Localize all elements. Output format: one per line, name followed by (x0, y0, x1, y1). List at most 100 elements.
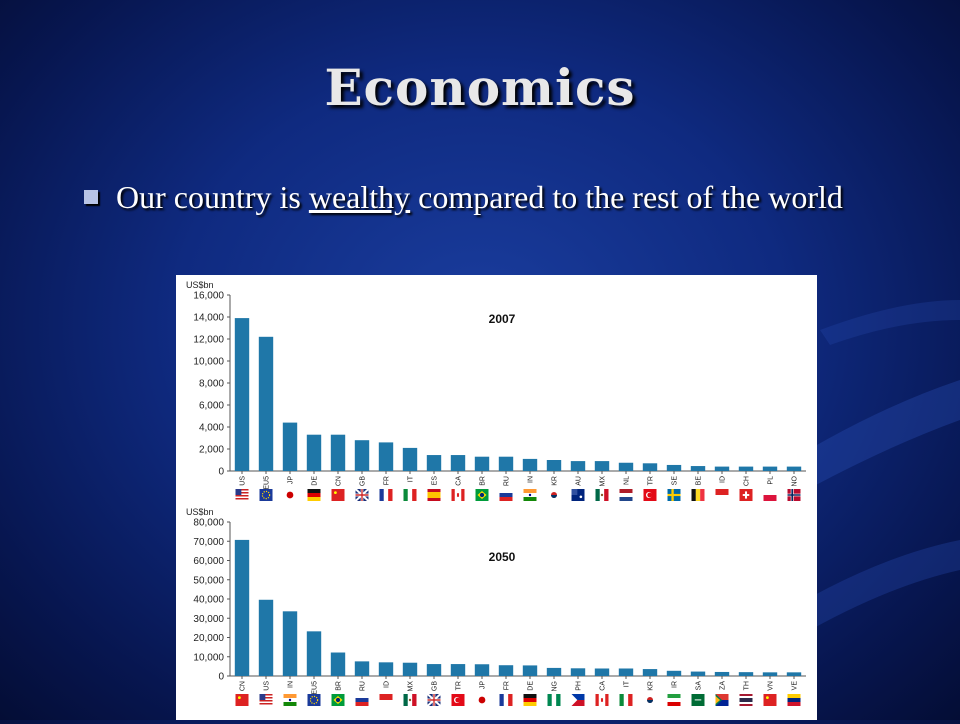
bar-br (330, 652, 346, 676)
bullet-text-emphasis: wealthy (308, 179, 411, 215)
bar-de (306, 434, 322, 471)
x-tick-label: DE (528, 681, 535, 691)
bar-kr (546, 460, 562, 471)
x-tick-label: IN (528, 476, 535, 483)
flag-tr-icon (451, 694, 465, 706)
bar-jp (282, 422, 298, 471)
flag-us-icon (235, 489, 249, 501)
x-tick-label: KR (552, 476, 559, 486)
flag-pl-icon (763, 489, 777, 501)
flag-sa-icon (691, 694, 705, 706)
flag-ru-icon (355, 694, 369, 706)
gdp-chart-panel: US$bn 0 2,000 4,000 6,000 8,000 10,000 12,000 14… (176, 275, 817, 720)
x-tick-label: IT (408, 475, 415, 482)
x-tick-label: IN (288, 681, 295, 688)
bullet-text: Our country is wealthy compared to the r… (106, 178, 896, 216)
x-tick-label: MX (408, 681, 415, 692)
slide-title: Economics (324, 58, 636, 117)
flag-id-icon (379, 694, 393, 706)
gdp-charts-svg: US$bn 0 2,000 4,000 6,000 8,000 10,000 12,000 14… (186, 280, 806, 707)
flag-ng-icon (547, 694, 561, 706)
x-tick-label: BE (696, 476, 703, 486)
flag-gb-icon (426, 693, 442, 707)
x-tick-label: CN (336, 476, 343, 486)
flag-ca-icon (451, 489, 465, 501)
y-tick-label: 0 (218, 467, 224, 478)
x-tick-label: NO (792, 475, 799, 486)
bar-cn (330, 434, 346, 471)
bar-ru (354, 661, 370, 676)
bullet-text-end: compared to the rest of the world (410, 179, 843, 215)
bar-in (282, 611, 298, 676)
x-tick-label: IT (624, 680, 631, 687)
y-tick-label: 10,000 (193, 652, 224, 663)
flag-in-icon (283, 694, 297, 706)
x-tick-label: EU5 (312, 681, 319, 695)
flag-in-icon (523, 489, 537, 501)
flag-eu-icon (259, 489, 273, 501)
chart-title: 2050 (489, 550, 516, 564)
flag-se-icon (667, 489, 681, 501)
flag-cn-icon (331, 489, 345, 501)
flag-cn-icon (235, 694, 249, 706)
bar-fr (378, 442, 394, 471)
x-tick-label: RU (504, 476, 511, 486)
flag-ch-icon (739, 489, 753, 501)
bar-it (618, 668, 634, 676)
x-tick-label: BR (336, 681, 343, 691)
x-tick-label: US (240, 476, 247, 486)
x-tick-label: JP (480, 681, 487, 690)
bar-eu5 (258, 336, 274, 471)
bar-de (522, 665, 538, 676)
flag-mx-icon (595, 489, 609, 501)
flag-ve-icon (787, 694, 801, 706)
unit-label: US$bn (186, 507, 214, 517)
flag-ru-icon (499, 489, 513, 501)
bar-ng (546, 667, 562, 676)
x-tick-label: ES (432, 476, 439, 486)
x-tick-label: CA (600, 681, 607, 691)
y-tick-label: 20,000 (193, 633, 224, 644)
x-tick-label: FR (384, 476, 391, 485)
flag-vn-icon (763, 694, 777, 706)
bar-ru (498, 456, 514, 471)
bar-mx (402, 662, 418, 676)
y-tick-label: 6,000 (199, 401, 224, 412)
bar-es (426, 455, 442, 471)
bar-pl (762, 466, 778, 471)
x-tick-label: PL (768, 476, 775, 485)
y-tick-label: 4,000 (199, 423, 224, 434)
bar-us (234, 318, 250, 471)
bar-be (690, 466, 706, 471)
flag-fr-icon (379, 489, 393, 501)
flag-jp-icon (283, 489, 297, 501)
flag-it-icon (403, 489, 417, 501)
flag-au-icon (571, 489, 585, 501)
bar-za (714, 671, 730, 676)
x-tick-label: ID (384, 681, 391, 688)
bar-gb (354, 440, 370, 471)
x-tick-label: ZA (720, 681, 727, 690)
bar-vn (762, 672, 778, 676)
x-tick-label: RU (360, 681, 367, 691)
x-tick-label: GB (432, 681, 439, 691)
bar-ph (570, 668, 586, 676)
y-tick-label: 80,000 (193, 518, 224, 529)
flag-es-icon (427, 489, 441, 501)
flag-ca-icon (595, 694, 609, 706)
flag-mx-icon (403, 694, 417, 706)
flag-it-icon (619, 694, 633, 706)
y-tick-label: 8,000 (199, 379, 224, 390)
bar-ch (738, 466, 754, 471)
bar-it (402, 447, 418, 471)
x-tick-label: TH (744, 681, 751, 690)
y-tick-label: 2,000 (199, 445, 224, 456)
y-tick-label: 70,000 (193, 537, 224, 548)
chart-2007: US$bn 0 2,000 4,000 6,000 8,000 10,000 12,000 14… (186, 280, 806, 502)
flag-br-icon (475, 489, 489, 501)
x-tick-label: NL (624, 476, 631, 485)
y-tick-label: 0 (218, 672, 224, 683)
flag-us-icon (259, 694, 273, 706)
x-tick-label: DE (312, 476, 319, 486)
flag-kr-icon (547, 489, 561, 501)
